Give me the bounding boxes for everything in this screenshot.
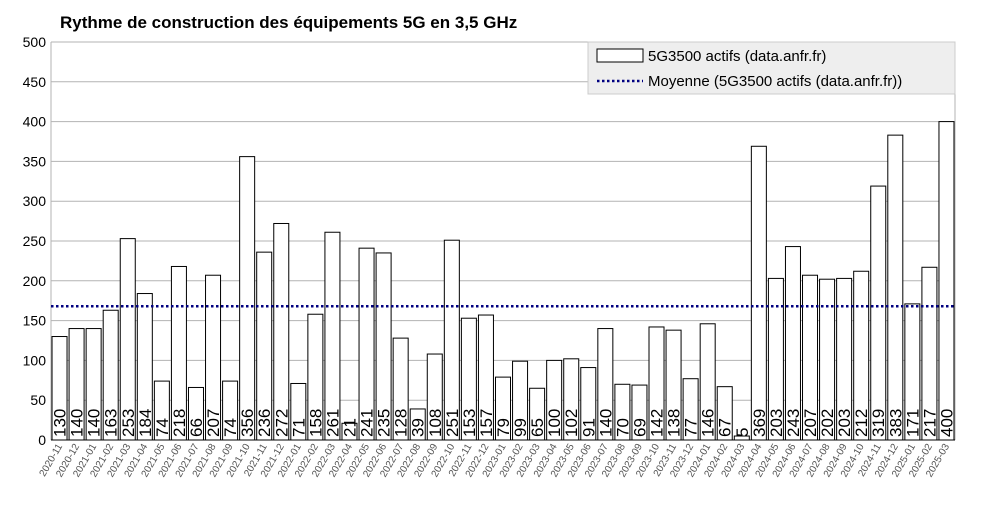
bar [750,145,767,441]
legend-bar-swatch [596,48,644,63]
data-label: 140 [68,409,87,437]
bar [239,156,256,441]
y-tick-label: 500 [23,34,47,50]
data-labels: 1301401401632531847421866207743562362727… [51,409,957,437]
data-label: 130 [51,409,70,437]
data-label: 171 [903,409,922,437]
data-label: 272 [272,409,291,437]
legend: 5G3500 actifs (data.anfr.fr) Moyenne (5G… [587,41,956,95]
data-label: 140 [596,409,615,437]
bar [938,121,955,441]
data-label: 212 [852,409,871,437]
data-label: 400 [937,409,956,437]
y-tick-label: 300 [23,193,47,209]
data-label: 251 [443,409,462,437]
data-label: 71 [289,418,308,437]
y-tick-label: 0 [38,432,46,448]
data-label: 146 [699,409,718,437]
data-label: 21 [340,418,359,437]
data-label: 207 [801,409,820,437]
data-label: 69 [630,418,649,437]
data-label: 236 [255,409,274,437]
data-label: 5 [733,428,752,437]
y-tick-label: 250 [23,233,47,249]
data-label: 253 [119,409,138,437]
data-label: 39 [409,418,428,437]
data-label: 158 [306,409,325,437]
data-label: 202 [818,409,837,437]
chart-title: Rythme de construction des équipements 5… [60,13,517,32]
data-label: 66 [187,418,206,437]
data-label: 241 [358,409,377,437]
x-axis: 2020-112020-122021-012021-022021-032021-… [38,439,955,479]
data-label: 65 [528,418,547,437]
data-label: 142 [648,409,667,437]
data-label: 383 [886,409,905,437]
data-label: 70 [613,418,632,437]
data-label: 319 [869,409,888,437]
data-label: 203 [835,409,854,437]
y-tick-label: 350 [23,153,47,169]
data-label: 243 [784,409,803,437]
y-tick-label: 50 [30,392,46,408]
data-label: 184 [136,409,155,437]
data-label: 369 [750,409,769,437]
data-label: 67 [716,418,735,437]
data-label: 79 [494,418,513,437]
data-label: 91 [579,418,598,437]
data-label: 74 [153,418,172,437]
data-label: 203 [767,409,786,437]
data-label: 128 [392,409,411,437]
y-tick-label: 100 [23,352,47,368]
data-label: 140 [85,409,104,437]
data-label: 77 [682,418,701,437]
data-label: 153 [460,409,479,437]
bar [273,222,290,441]
data-label: 218 [170,409,189,437]
data-label: 157 [477,409,496,437]
data-label: 235 [375,409,394,437]
y-axis: 0 50 100 150 200 250 300 350 400 450 500 [23,34,956,448]
data-label: 108 [426,409,445,437]
data-label: 217 [920,409,939,437]
data-label: 99 [511,418,530,437]
data-label: 102 [562,409,581,437]
data-label: 207 [204,409,223,437]
y-tick-label: 450 [23,74,47,90]
y-tick-label: 200 [23,273,47,289]
y-tick-label: 150 [23,313,47,329]
y-tick-label: 400 [23,114,47,130]
legend-bar-label: 5G3500 actifs (data.anfr.fr) [648,48,826,65]
data-label: 163 [102,409,121,437]
data-label: 74 [221,418,240,437]
legend-mean-label: Moyenne (5G3500 actifs (data.anfr.fr)) [648,73,902,90]
bar [870,185,887,441]
bar [887,134,904,441]
data-label: 261 [323,409,342,437]
data-label: 100 [545,409,564,437]
data-label: 138 [665,409,684,437]
legend-box [587,41,956,95]
data-label: 356 [238,409,257,437]
